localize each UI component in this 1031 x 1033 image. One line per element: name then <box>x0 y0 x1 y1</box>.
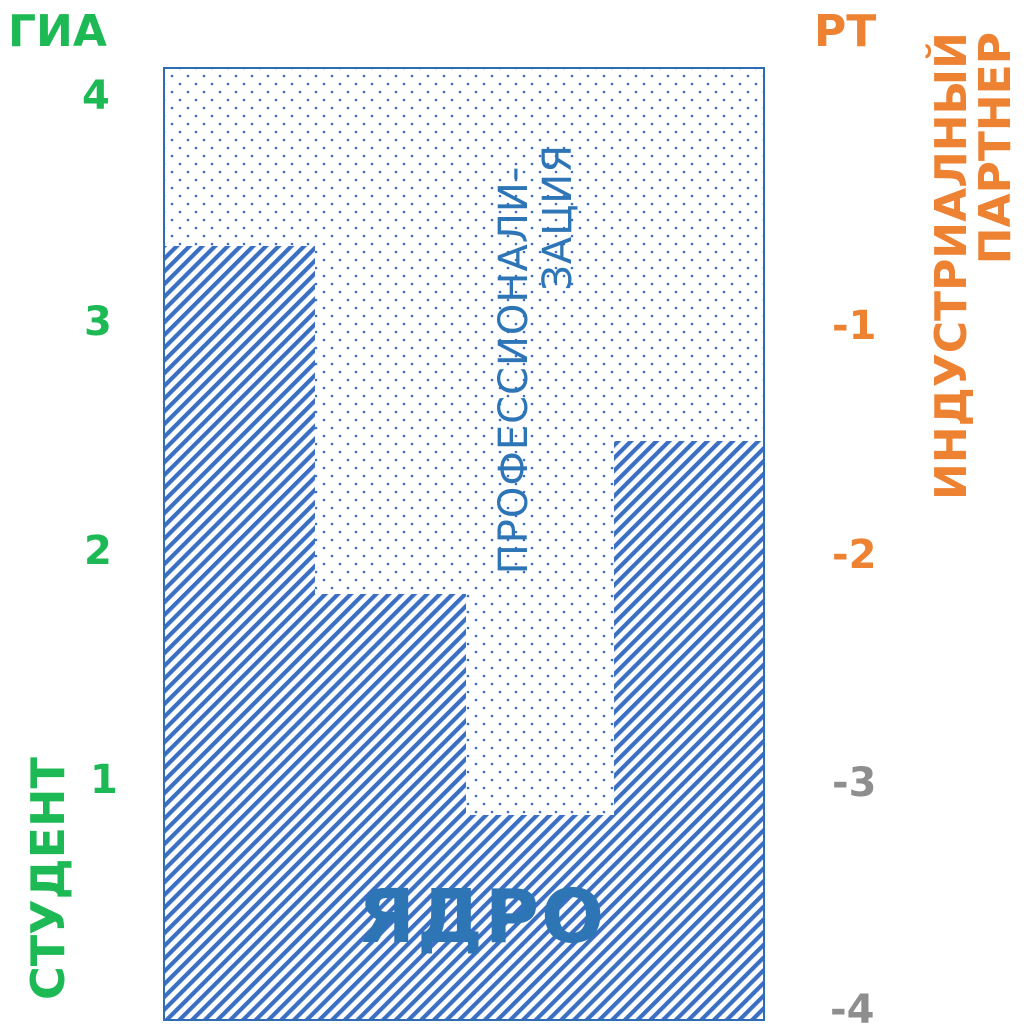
diagram-frame <box>163 67 765 1021</box>
core-column-3 <box>466 815 614 1020</box>
left-tick-4: 4 <box>82 73 110 119</box>
professionalization-line1: ПРОФЕССИОНАЛИ- <box>491 165 537 575</box>
right-axis-title: РТ <box>814 6 877 57</box>
left-tick-2: 2 <box>84 528 112 574</box>
core-column-2 <box>315 594 466 1020</box>
professionalization-label: ПРОФЕССИОНАЛИ- ЗАЦИЯ <box>491 120 581 620</box>
core-label: ЯДРО <box>358 874 607 960</box>
left-tick-1: 1 <box>90 757 118 803</box>
industrial-partner-label: ИНДУСТРИАЛНЫЙ ПАРТНЕР <box>926 32 1021 500</box>
student-label: СТУДЕНТ <box>21 757 75 1000</box>
industrial-partner-line2: ПАРТНЕР <box>970 32 1021 265</box>
core-column-4 <box>614 441 764 1020</box>
professionalization-line2: ЗАЦИЯ <box>535 144 581 291</box>
right-tick-minus-3: -3 <box>832 760 877 806</box>
core-column-1 <box>164 246 315 1020</box>
left-tick-3: 3 <box>84 299 112 345</box>
industrial-partner-line1: ИНДУСТРИАЛНЫЙ <box>926 32 977 500</box>
left-axis-title: ГИА <box>8 6 107 57</box>
right-tick-minus-1: -1 <box>832 303 877 349</box>
right-tick-minus-4: -4 <box>830 987 875 1033</box>
right-tick-minus-2: -2 <box>832 532 877 578</box>
